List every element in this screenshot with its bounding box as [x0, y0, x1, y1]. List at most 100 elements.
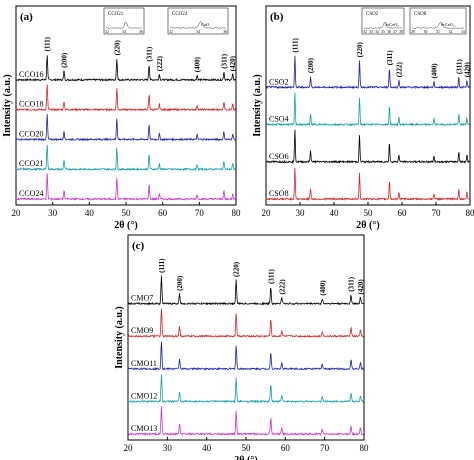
inset-tick-label: 32 — [449, 30, 453, 34]
peak-label: (200) — [307, 57, 315, 73]
panel-3: (c) 20 30 40 50 60 70 80 2θ (°) Intensity (a.u.) C… — [114, 234, 370, 460]
plot-frame — [265, 5, 471, 206]
inset-tick-label: 36 — [223, 30, 227, 34]
y-axis-label: Intensity (a.u.) — [252, 74, 263, 137]
inset-tick-label: 34 — [375, 30, 379, 34]
inset-trace — [169, 21, 227, 29]
series-line — [15, 113, 236, 142]
x-tick-label: 50 — [242, 443, 252, 453]
panel-label: (a) — [20, 11, 33, 23]
inset-tick-label: 30 — [424, 30, 428, 34]
inset-tick-label: 32 — [363, 30, 367, 34]
inset-note: CaO — [201, 22, 210, 27]
inset-tick-label: 35 — [381, 30, 385, 34]
x-tick-label: 50 — [122, 208, 132, 218]
peak-label: (311) — [386, 50, 394, 65]
series-label: CCO21 — [19, 159, 43, 168]
x-tick-label: 70 — [320, 443, 330, 453]
series-label: CSO6 — [269, 152, 289, 161]
peak-label: (220) — [356, 42, 364, 58]
series-line — [127, 308, 364, 339]
inset-trace — [363, 21, 403, 29]
inset-note: SrCeO₃ — [441, 22, 455, 27]
peak-label: (311) — [220, 53, 228, 68]
series-label: CMO13 — [131, 424, 157, 433]
x-tick-label: 50 — [364, 208, 374, 218]
peak-label: (222) — [278, 279, 286, 295]
peak-label: (111) — [44, 36, 52, 51]
inset-frame — [361, 7, 405, 35]
x-tick-label: 60 — [398, 208, 408, 218]
peak-label: (111) — [158, 258, 166, 273]
series-line — [265, 55, 470, 90]
peak-label: (420) — [357, 279, 365, 295]
series-label: CCO20 — [19, 129, 43, 138]
series-label: CSO8 — [269, 189, 289, 198]
x-tick-label: 60 — [158, 208, 168, 218]
x-tick-label: 30 — [48, 208, 58, 218]
panel-label: (c) — [132, 240, 145, 252]
series-line — [265, 92, 470, 127]
x-tick-label: 40 — [85, 208, 95, 218]
peak-label: (222) — [395, 61, 403, 77]
series-label: CSO2 — [269, 77, 289, 86]
inset-trace — [411, 21, 465, 29]
series-line — [15, 144, 236, 172]
x-tick-label: 60 — [281, 443, 291, 453]
series-line — [127, 275, 364, 306]
inset-tick-label: 29 — [411, 30, 415, 34]
inset-tick-label: 33 — [369, 30, 373, 34]
peak-label: (111) — [291, 38, 299, 53]
x-tick-label: 30 — [163, 443, 173, 453]
x-tick-label: 70 — [195, 208, 205, 218]
series-line — [265, 167, 470, 202]
peak-label: (311) — [267, 269, 275, 284]
peak-label: (311) — [455, 59, 463, 74]
x-axis-label: 2θ (°) — [356, 220, 379, 231]
inset-frame — [409, 7, 467, 35]
panel-1: (a) 20 30 40 50 60 70 80 2θ (°) Intensity (a.u.) C… — [2, 5, 242, 231]
inset-trace — [105, 21, 143, 29]
series-label: CSO4 — [269, 115, 289, 124]
inset-tick-label: 37 — [393, 30, 397, 34]
inset-frame — [103, 7, 145, 35]
inset-title: CCO24 — [172, 12, 188, 17]
inset-title: CCO21 — [108, 12, 124, 17]
x-tick-label: 80 — [466, 208, 474, 218]
x-tick-label: 80 — [360, 443, 370, 453]
x-tick-label: 30 — [296, 208, 306, 218]
peak-label: (200) — [61, 52, 69, 68]
y-axis-label: Intensity (a.u.) — [114, 306, 125, 369]
inset-tick-label: 38 — [399, 30, 403, 34]
series-label: CMO12 — [131, 391, 157, 400]
series-label: CCO16 — [19, 70, 43, 79]
series-label: CCO24 — [19, 189, 43, 198]
peak-label: (420) — [229, 55, 237, 71]
series-line — [127, 341, 364, 371]
peak-label: (311) — [146, 46, 154, 61]
inset-tick-label: 36 — [139, 30, 143, 34]
series-line — [127, 374, 364, 404]
series-label: CMO9 — [131, 326, 153, 335]
inset-tick-label: 31 — [436, 30, 440, 34]
peak-label: (400) — [194, 56, 202, 72]
x-tick-label: 20 — [262, 208, 272, 218]
inset-title: CSO8 — [414, 12, 427, 17]
x-tick-label: 80 — [232, 208, 242, 218]
inset-tick-label: 32 — [169, 30, 173, 34]
x-tick-label: 70 — [432, 208, 442, 218]
series-line — [15, 55, 236, 82]
series-label: CMO11 — [131, 359, 157, 368]
x-tick-label: 20 — [12, 208, 22, 218]
peak-label: (200) — [176, 275, 184, 291]
inset-tick-label: 34 — [122, 30, 126, 34]
peak-label: (311) — [348, 276, 356, 291]
inset-tick-label: 33 — [461, 30, 465, 34]
series-line — [127, 406, 364, 437]
peak-label: (400) — [430, 63, 438, 79]
peak-label: (420) — [463, 61, 471, 77]
x-tick-label: 20 — [124, 443, 134, 453]
plot-frame — [15, 5, 237, 206]
series-label: CCO18 — [19, 100, 43, 109]
